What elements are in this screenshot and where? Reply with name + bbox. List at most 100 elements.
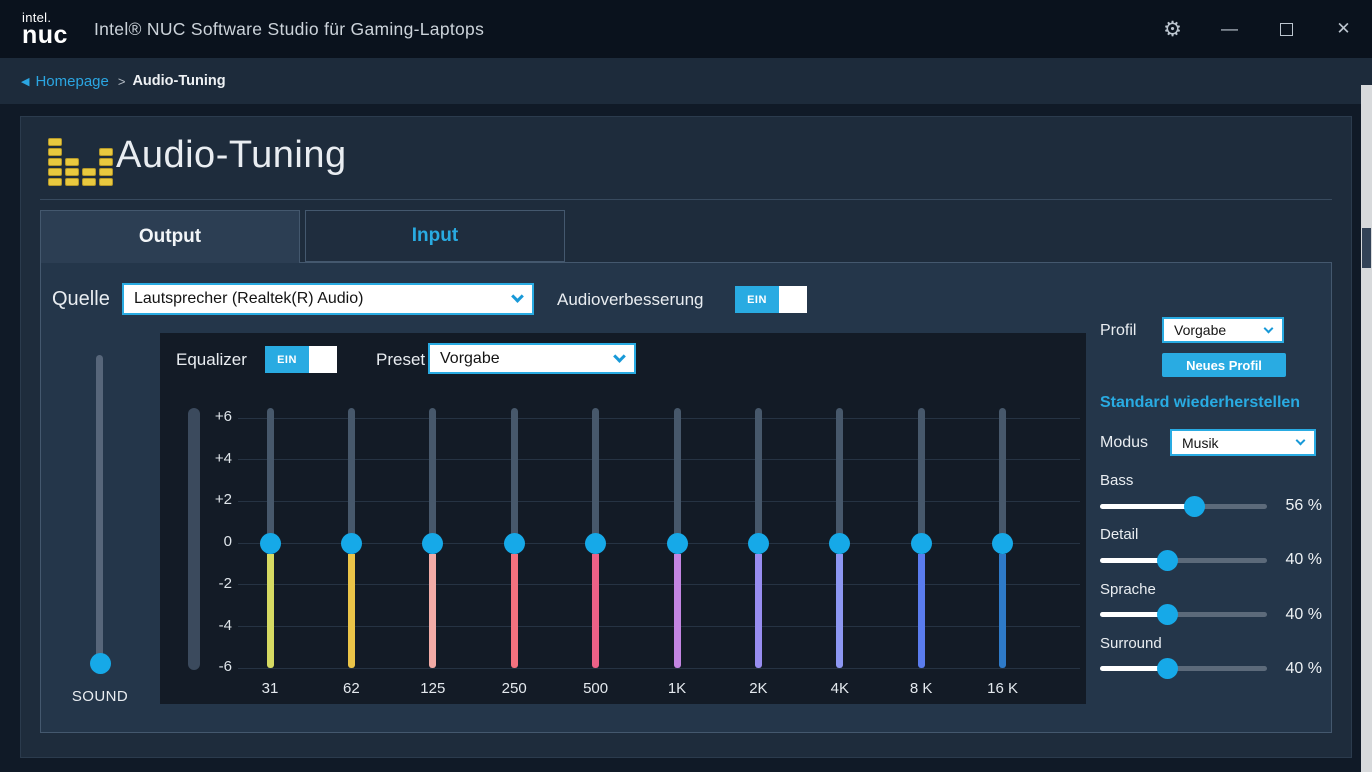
equalizer-icon-bar <box>48 178 62 186</box>
logo-intel-text: intel. <box>22 9 52 25</box>
chevron-down-icon <box>511 290 524 303</box>
slider-knob[interactable] <box>1156 549 1178 571</box>
equalizer-icon-bar <box>65 168 79 176</box>
slider-label: Bass <box>1100 472 1134 489</box>
tab-output[interactable]: Output <box>40 210 300 263</box>
eq-band-track-upper[interactable] <box>347 408 355 536</box>
minimize-icon: — <box>1221 19 1238 38</box>
mode-label: Modus <box>1100 434 1149 451</box>
scrollbar-track[interactable] <box>1361 85 1372 772</box>
eq-band-knob[interactable] <box>829 532 851 554</box>
eq-band-track-upper[interactable] <box>917 408 925 536</box>
eq-band-track-upper[interactable] <box>429 408 437 536</box>
source-dropdown[interactable]: Lautsprecher (Realtek(R) Audio) <box>122 283 534 315</box>
eq-scale-bar <box>188 408 200 670</box>
eq-band-knob[interactable] <box>259 532 281 554</box>
slider-knob[interactable] <box>1183 495 1205 517</box>
eq-band-track-lower[interactable] <box>836 554 844 668</box>
maximize-icon <box>1280 22 1293 36</box>
slider-knob[interactable] <box>1156 658 1178 680</box>
eq-band-track-upper[interactable] <box>510 408 518 536</box>
equalizer-icon-bar <box>82 178 96 186</box>
back-arrow-icon[interactable]: ◀ <box>21 75 30 88</box>
eq-band-knob[interactable] <box>422 532 444 554</box>
eq-band-frequency-label: 16 K <box>987 680 1019 697</box>
eq-band-knob[interactable] <box>910 532 932 554</box>
eq-band-1K: 1K <box>637 333 717 704</box>
settings-button[interactable]: ⚙ <box>1144 0 1201 58</box>
breadcrumb: ◀ Homepage > Audio-Tuning <box>0 58 1372 104</box>
equalizer-toggle[interactable]: EIN <box>265 346 337 373</box>
mode-dropdown[interactable]: Musik <box>1170 429 1316 456</box>
equalizer-icon-bar <box>99 168 113 176</box>
equalizer-icon-bar <box>48 158 62 166</box>
eq-band-track-lower[interactable] <box>510 554 518 668</box>
eq-band-track-lower[interactable] <box>754 554 762 668</box>
gear-icon: ⚙ <box>1163 17 1182 41</box>
minimize-button[interactable]: — <box>1201 0 1258 58</box>
eq-scale-label: -6 <box>218 658 232 676</box>
logo-nuc-text: nuc <box>22 20 68 49</box>
chevron-down-icon <box>1295 435 1306 446</box>
eq-band-track-lower[interactable] <box>999 554 1007 668</box>
eq-band-31: 31 <box>230 333 310 704</box>
restore-default-link[interactable]: Standard wiederherstellen <box>1100 394 1301 411</box>
eq-gridline <box>238 459 1080 461</box>
eq-band-track-upper[interactable] <box>592 408 600 536</box>
breadcrumb-current: Audio-Tuning <box>132 73 226 89</box>
eq-band-knob[interactable] <box>503 532 525 554</box>
scrollbar-thumb[interactable] <box>1362 228 1371 268</box>
slider-fill <box>1100 503 1194 509</box>
equalizer-icon-bar <box>99 178 113 186</box>
window-controls: ⚙ — ✕ <box>1144 0 1372 58</box>
maximize-button[interactable] <box>1258 0 1315 58</box>
eq-band-knob[interactable] <box>340 532 362 554</box>
eq-band-frequency-label: 500 <box>583 680 609 697</box>
slider-knob[interactable] <box>1156 604 1178 626</box>
title-divider <box>40 199 1332 200</box>
profile-label: Profil <box>1100 322 1137 339</box>
mode-dropdown-value: Musik <box>1182 434 1219 451</box>
eq-band-knob[interactable] <box>666 532 688 554</box>
equalizer-label: Equalizer <box>176 350 247 369</box>
equalizer-icon-bar <box>48 148 62 156</box>
eq-band-4K: 4K <box>800 333 880 704</box>
eq-band-knob[interactable] <box>992 532 1014 554</box>
eq-band-track-lower[interactable] <box>347 554 355 668</box>
equalizer-icon-column <box>48 138 62 186</box>
eq-band-knob[interactable] <box>585 532 607 554</box>
eq-scale-label: +6 <box>214 408 232 425</box>
tab-input[interactable]: Input <box>305 210 565 262</box>
slider-track[interactable] <box>1100 557 1267 563</box>
preset-dropdown[interactable]: Vorgabe <box>428 343 636 374</box>
sound-slider-knob[interactable] <box>89 652 111 674</box>
eq-band-knob[interactable] <box>747 532 769 554</box>
eq-band-frequency-label: 1K <box>667 680 687 697</box>
eq-band-track-upper[interactable] <box>754 408 762 536</box>
slider-fill <box>1100 666 1167 672</box>
eq-band-frequency-label: 125 <box>420 680 446 697</box>
close-button[interactable]: ✕ <box>1315 0 1372 58</box>
slider-track[interactable] <box>1100 666 1267 672</box>
eq-band-track-lower[interactable] <box>429 554 437 668</box>
slider-value: 56 % <box>1285 497 1322 514</box>
eq-band-track-lower[interactable] <box>917 554 925 668</box>
profile-dropdown[interactable]: Vorgabe <box>1162 317 1284 343</box>
slider-track[interactable] <box>1100 612 1267 618</box>
eq-band-track-upper[interactable] <box>836 408 844 536</box>
toggle-knob <box>309 346 337 373</box>
eq-band-track-lower[interactable] <box>266 554 274 668</box>
slider-value: 40 % <box>1285 605 1322 623</box>
eq-band-16K: 16 K <box>963 333 1043 704</box>
eq-band-track-upper[interactable] <box>673 408 681 536</box>
eq-band-track-lower[interactable] <box>592 554 600 668</box>
eq-band-track-upper[interactable] <box>266 408 274 536</box>
sound-slider-track[interactable] <box>96 355 103 661</box>
breadcrumb-homepage-link[interactable]: Homepage <box>35 72 109 90</box>
eq-band-track-upper[interactable] <box>999 408 1007 536</box>
eq-band-track-lower[interactable] <box>673 554 681 668</box>
equalizer-icon-bar <box>82 168 96 176</box>
enhancement-toggle[interactable]: EIN <box>735 286 807 313</box>
new-profile-button[interactable]: Neues Profil <box>1162 353 1286 377</box>
toggle-on-label: EIN <box>747 293 767 306</box>
